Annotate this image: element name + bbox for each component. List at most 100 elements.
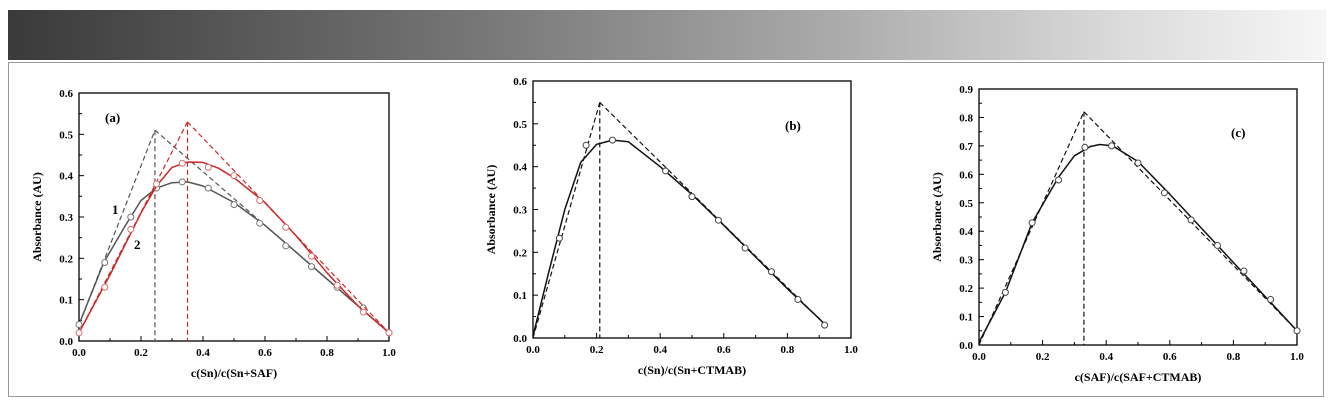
y-tick-label: 0.2 <box>59 253 73 265</box>
y-tick-label: 0.1 <box>59 295 73 307</box>
plot-area-frame <box>532 80 852 339</box>
data-point <box>308 252 315 260</box>
data-point <box>282 223 290 231</box>
data-point <box>204 184 212 192</box>
plot-area-frame <box>78 92 390 342</box>
data-point <box>794 295 802 303</box>
header-banner <box>8 10 1326 60</box>
series-annotation: 1 <box>112 202 119 217</box>
chart-c: 0.0 0.2 0.4 0.6 0.8 1.0 0.0 0.1 0.2 0.3 0.4 0.5 0.6 0… <box>930 84 1304 384</box>
y-tick-label: 0.0 <box>959 340 973 352</box>
x-tick-label: 1.0 <box>382 347 396 359</box>
x-tick-label: 0.4 <box>1099 351 1113 363</box>
plot-area-frame <box>978 88 1298 346</box>
x-tick-label: 0.4 <box>653 344 667 356</box>
data-point <box>153 180 160 188</box>
data-point <box>230 201 238 209</box>
x-axis-label: c(Sn)/c(Sn+CTMAB) <box>638 363 746 377</box>
x-axis-label: c(SAF)/c(SAF+CTMAB) <box>1075 370 1202 384</box>
data-point <box>688 193 696 201</box>
data-point <box>582 141 590 149</box>
data-point <box>1293 327 1301 335</box>
data-point <box>256 219 264 227</box>
panel-label: (c) <box>1231 125 1245 140</box>
data-point <box>1267 295 1275 303</box>
x-tick-label: 0.6 <box>717 344 731 356</box>
panel-label: (b) <box>785 118 801 133</box>
x-tick-label: 0.8 <box>1227 351 1241 363</box>
data-point <box>256 196 264 204</box>
data-point <box>359 308 367 316</box>
data-point <box>1108 142 1116 150</box>
x-tick-label: 1.0 <box>844 344 858 356</box>
y-tick-label: 0.0 <box>59 336 73 348</box>
data-point <box>385 329 393 337</box>
y-tick-label: 0.3 <box>59 212 73 224</box>
chart-b: 0.0 0.2 0.4 0.6 0.8 1.0 0.0 0.1 0.2 0.3 0.4 0.5 0.6 c… <box>484 76 858 377</box>
tangent-line <box>978 111 1085 346</box>
y-tick-label: 0.6 <box>959 169 973 181</box>
data-point <box>101 258 109 266</box>
x-axis-label: c(Sn)/c(Sn+SAF) <box>191 366 277 380</box>
y-tick-label: 0.5 <box>959 198 973 210</box>
data-point <box>741 244 749 252</box>
x-tick-label: 0.4 <box>196 347 210 359</box>
y-tick-label: 0.3 <box>959 255 973 267</box>
data-point <box>101 283 109 291</box>
y-tick-label: 0.6 <box>59 88 73 100</box>
data-point <box>768 268 775 276</box>
y-tick-label: 0.9 <box>959 84 973 96</box>
x-tick-label: 1.0 <box>1290 351 1304 363</box>
y-tick-label: 0.2 <box>513 247 527 259</box>
series-curve <box>78 161 390 334</box>
chart-a: 0.0 0.2 0.4 0.6 0.8 1.0 0.0 0.1 0.2 0.3 0.4 0.5 0.6 c… <box>30 88 396 380</box>
data-point <box>609 136 616 144</box>
data-point <box>1134 159 1142 167</box>
y-tick-label: 0.0 <box>513 333 527 345</box>
y-tick-label: 0.5 <box>513 119 527 131</box>
panel-label: (a) <box>105 110 120 125</box>
data-point <box>1160 189 1168 197</box>
y-tick-label: 0.2 <box>959 283 973 295</box>
data-point <box>127 225 135 233</box>
series-curve <box>978 143 1298 343</box>
y-axis-label: Absorbance (AU) <box>484 165 498 255</box>
series-curve <box>78 181 390 334</box>
data-point <box>75 329 83 337</box>
data-point <box>1214 241 1221 249</box>
data-point <box>1240 267 1248 275</box>
y-tick-label: 0.5 <box>59 129 73 141</box>
y-tick-label: 0.3 <box>513 205 527 217</box>
data-point <box>714 216 722 224</box>
data-point <box>1028 219 1036 227</box>
y-tick-label: 0.1 <box>513 290 527 302</box>
series-annotation: 2 <box>134 237 141 252</box>
data-point <box>1187 216 1195 224</box>
tangent-line <box>599 101 826 326</box>
y-axis-label: Absorbance (AU) <box>30 172 44 262</box>
y-tick-label: 0.4 <box>513 162 527 174</box>
x-tick-label: 0.8 <box>781 344 795 356</box>
figure-frame: 0.0 0.2 0.4 0.6 0.8 1.0 0.0 0.1 0.2 0.3 0.4 0.5 0.6 c… <box>8 62 1324 397</box>
y-tick-label: 0.1 <box>959 312 973 324</box>
data-point <box>1081 143 1089 151</box>
data-point <box>178 159 186 167</box>
x-tick-label: 0.6 <box>258 347 272 359</box>
data-point <box>178 178 186 186</box>
tangent-line <box>532 102 601 339</box>
data-point <box>308 263 315 271</box>
y-tick-label: 0.7 <box>959 141 973 153</box>
x-tick-label: 0.0 <box>72 347 86 359</box>
data-point <box>555 234 563 242</box>
x-tick-label: 0.2 <box>1036 351 1050 363</box>
x-tick-label: 0.2 <box>590 344 604 356</box>
data-point <box>333 281 341 289</box>
series-curve <box>532 139 827 337</box>
data-point <box>1055 176 1062 184</box>
x-tick-label: 0.2 <box>134 347 148 359</box>
y-axis-label: Absorbance (AU) <box>930 172 944 262</box>
data-point <box>1001 288 1009 296</box>
data-point <box>821 321 829 329</box>
data-point <box>75 320 83 328</box>
data-point <box>230 172 238 180</box>
